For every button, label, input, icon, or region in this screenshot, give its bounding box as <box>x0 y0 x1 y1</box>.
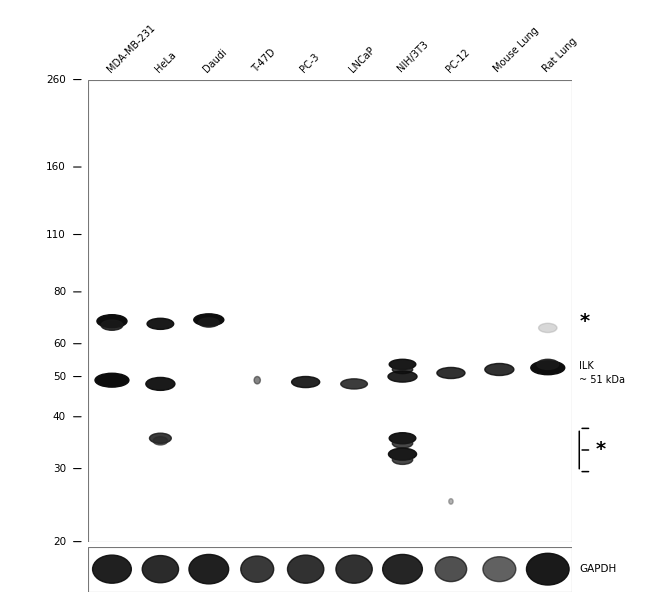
Ellipse shape <box>199 318 219 327</box>
Ellipse shape <box>389 433 416 444</box>
Bar <box>88 547 572 592</box>
Ellipse shape <box>95 373 129 387</box>
Ellipse shape <box>150 433 172 443</box>
Text: MDA-MB-231: MDA-MB-231 <box>105 22 157 74</box>
Text: 80: 80 <box>53 287 66 297</box>
Ellipse shape <box>341 379 367 389</box>
Ellipse shape <box>153 436 168 445</box>
Text: LNCaP: LNCaP <box>347 45 376 74</box>
Text: ILK
~ 51 kDa: ILK ~ 51 kDa <box>579 362 625 384</box>
Ellipse shape <box>97 315 127 327</box>
Ellipse shape <box>531 361 565 375</box>
Ellipse shape <box>146 378 175 390</box>
Ellipse shape <box>388 371 417 382</box>
Bar <box>88 80 136 542</box>
Text: Mouse Lung: Mouse Lung <box>492 25 541 74</box>
Text: PC-12: PC-12 <box>444 47 471 74</box>
Ellipse shape <box>147 318 174 329</box>
Ellipse shape <box>537 359 559 370</box>
Text: Rat Lung: Rat Lung <box>541 36 578 74</box>
Ellipse shape <box>448 499 453 504</box>
Bar <box>233 80 281 542</box>
Ellipse shape <box>436 557 467 581</box>
Ellipse shape <box>389 359 416 370</box>
Ellipse shape <box>254 376 261 384</box>
Ellipse shape <box>526 553 569 585</box>
Ellipse shape <box>483 557 516 581</box>
Bar <box>427 80 475 542</box>
Bar <box>330 80 378 542</box>
Bar <box>524 80 572 542</box>
Ellipse shape <box>142 556 179 583</box>
Text: *: * <box>579 312 590 330</box>
Ellipse shape <box>336 555 372 583</box>
Text: *: * <box>595 441 605 460</box>
Bar <box>378 80 427 542</box>
Bar <box>185 80 233 542</box>
Bar <box>88 80 572 542</box>
Bar <box>281 80 330 542</box>
Text: 30: 30 <box>53 463 66 474</box>
Text: HeLa: HeLa <box>153 50 178 74</box>
Text: 50: 50 <box>53 371 66 381</box>
Ellipse shape <box>539 323 557 332</box>
Ellipse shape <box>92 555 131 583</box>
Text: T-47D: T-47D <box>250 47 278 74</box>
Ellipse shape <box>437 367 465 379</box>
Bar <box>136 80 185 542</box>
Ellipse shape <box>287 555 324 583</box>
Ellipse shape <box>393 365 413 374</box>
Ellipse shape <box>292 376 320 387</box>
Text: Daudi: Daudi <box>202 47 229 74</box>
Text: GAPDH: GAPDH <box>579 564 616 574</box>
Text: 160: 160 <box>46 162 66 172</box>
Text: 260: 260 <box>46 75 66 84</box>
Ellipse shape <box>194 314 224 326</box>
Ellipse shape <box>485 364 514 376</box>
Ellipse shape <box>389 448 417 460</box>
Ellipse shape <box>240 556 274 582</box>
Ellipse shape <box>393 439 413 448</box>
Text: PC-3: PC-3 <box>298 51 322 74</box>
Text: NIH/3T3: NIH/3T3 <box>395 39 430 74</box>
Bar <box>475 80 524 542</box>
Text: 110: 110 <box>46 230 66 239</box>
Text: 60: 60 <box>53 338 66 349</box>
Ellipse shape <box>383 554 422 584</box>
Text: 20: 20 <box>53 537 66 547</box>
Ellipse shape <box>189 554 229 584</box>
Ellipse shape <box>101 320 123 330</box>
Ellipse shape <box>393 455 413 465</box>
Text: 40: 40 <box>53 412 66 422</box>
